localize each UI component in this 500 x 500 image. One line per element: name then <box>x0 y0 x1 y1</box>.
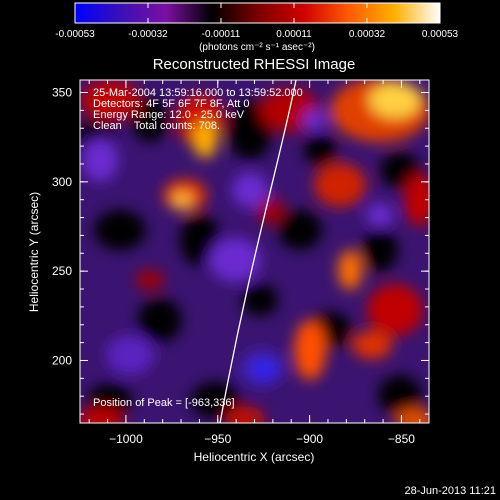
date-stamp: 28-Jun-2013 11:21 <box>404 485 496 497</box>
annotation-method: Clean Total counts: 708. <box>93 120 220 132</box>
x-axis-ticks: −1000 −950 −900 −850 <box>88 80 421 446</box>
annotation-energy-range: Energy Range: 12.0 - 25.0 keV <box>93 109 245 121</box>
annotation-detectors: Detectors: 4F 5F 6F 7F 8F, Att 0 <box>93 98 250 110</box>
x-tick-label: −1000 <box>109 432 143 446</box>
solar-limb <box>219 79 297 424</box>
colorbar: -0.00053 -0.00032 -0.00011 0.00011 0.00032 0.… <box>55 2 459 53</box>
colorbar-unit-label: (photons cm⁻² s⁻¹ asec⁻²) <box>199 42 315 53</box>
y-tick-label: 300 <box>52 175 72 189</box>
colorbar-gradient <box>74 2 441 24</box>
x-axis-label: Heliocentric X (arcsec) <box>194 450 315 464</box>
y-tick-label: 200 <box>52 353 72 367</box>
colorbar-tick-label: 0.00053 <box>422 29 459 40</box>
y-tick-label: 350 <box>52 86 72 100</box>
colorbar-tick-label: 0.00011 <box>276 29 312 40</box>
colorbar-tick-label: -0.00011 <box>202 29 241 40</box>
annotation-time-range: 25-Mar-2004 13:59:16.000 to 13:59:52.000 <box>93 87 303 99</box>
y-axis-label: Heliocentric Y (arcsec) <box>27 192 41 312</box>
x-tick-label: −950 <box>204 432 231 446</box>
y-axis-ticks: 200 250 300 350 <box>52 86 429 415</box>
colorbar-tick-label: -0.00032 <box>128 29 168 40</box>
colorbar-tick-label: -0.00053 <box>55 29 95 40</box>
colorbar-ticks: -0.00053 -0.00032 -0.00011 0.00011 0.00032 0.… <box>55 3 459 40</box>
annotation-peak-position: Position of Peak = [-963,336] <box>93 397 235 409</box>
y-tick-label: 250 <box>52 264 72 278</box>
rhessi-image <box>80 80 429 423</box>
x-tick-label: −850 <box>388 432 415 446</box>
colorbar-tick-label: 0.00032 <box>349 29 386 40</box>
x-tick-label: −900 <box>296 432 323 446</box>
image-title: Reconstructed RHESSI Image <box>153 56 356 73</box>
